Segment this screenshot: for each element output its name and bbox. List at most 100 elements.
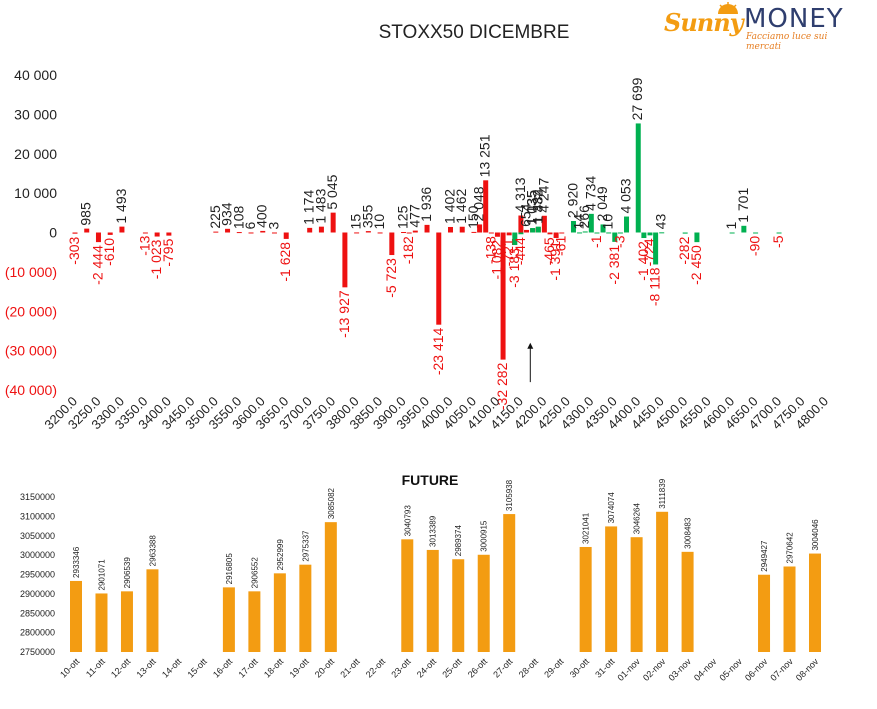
y-axis: 3150000 3100000 3050000 3000000 2950000 29000… — [20, 492, 55, 657]
future-bar — [426, 549, 439, 652]
data-label: -465 — [541, 237, 557, 265]
sunny-money-logo: Sunny MONEY Facciamo luce sui mercati — [664, 2, 864, 52]
future-bar — [95, 593, 108, 652]
data-label: 2 049 — [594, 186, 610, 221]
y-tick-label: 3100000 — [20, 511, 55, 521]
data-label: 3074074 — [607, 492, 616, 524]
bar-red — [424, 224, 430, 233]
data-label: 4 053 — [618, 178, 634, 213]
bar-green — [588, 213, 594, 233]
data-label: -1 082 — [488, 240, 504, 280]
data-label: 3111839 — [658, 478, 667, 509]
bar-green — [617, 232, 623, 234]
data-label: -3 183 — [506, 248, 522, 288]
data-label: -5 723 — [383, 258, 399, 298]
y-tick-label: 2750000 — [20, 647, 55, 657]
bar-red — [483, 180, 489, 233]
x-tick-label: 16-ott — [211, 656, 235, 680]
bar-green — [741, 225, 747, 233]
bar-green — [606, 232, 612, 234]
bar-red — [389, 232, 395, 256]
x-tick-label: 07-nov — [768, 656, 795, 683]
x-tick-label: 18-ott — [262, 656, 286, 680]
data-label: 477 — [406, 204, 422, 228]
data-label: 400 — [254, 204, 270, 228]
y-tick-label: 10 000 — [14, 185, 57, 201]
data-label: 266 — [576, 205, 592, 229]
logo-money-text: MONEY — [744, 4, 844, 34]
data-label: 3085082 — [327, 487, 336, 519]
data-label: 4 247 — [535, 178, 551, 213]
bar-red — [166, 232, 172, 236]
future-bar — [452, 559, 465, 652]
bar-green — [612, 232, 618, 242]
future-bar — [783, 566, 796, 652]
data-label: 2975337 — [301, 530, 310, 562]
x-tick-label: 02-nov — [641, 656, 668, 683]
future-bar — [630, 537, 643, 652]
y-tick-label: 0 — [49, 225, 57, 241]
data-label: -444 — [512, 237, 528, 265]
options-open-interest-chart: STOXX50 DICEMBRE 40 000 30 000 20 000 10 00… — [5, 22, 831, 432]
data-label: 1 332 — [529, 189, 545, 224]
future-bar — [401, 539, 414, 652]
y-tick-label: 2900000 — [20, 589, 55, 599]
y-tick-label: 2800000 — [20, 628, 55, 638]
data-label: 3021041 — [582, 512, 591, 544]
data-label: -5 — [770, 235, 786, 248]
data-label: 3008483 — [684, 517, 693, 549]
future-bar — [503, 514, 516, 652]
bar-red — [448, 226, 453, 233]
bar-green — [535, 226, 541, 233]
y-tick-label: (10 000) — [5, 264, 57, 280]
future-bar — [120, 591, 133, 652]
bar-red — [213, 231, 219, 233]
x-tick-label: 10-ott — [58, 656, 82, 680]
bar-red — [518, 215, 524, 233]
data-label: -1 628 — [277, 242, 293, 282]
y-tick-label: 3000000 — [20, 550, 55, 560]
data-label: 4 734 — [582, 176, 598, 211]
data-label: 3105938 — [505, 479, 514, 511]
data-label: 1 483 — [312, 188, 328, 223]
bar-red — [225, 228, 231, 233]
bar-red — [260, 230, 266, 233]
data-label: 1 — [723, 221, 739, 229]
data-label: 10 — [600, 214, 616, 230]
x-tick-label: 04-nov — [692, 656, 719, 683]
bar-green — [577, 232, 583, 234]
x-tick-label: 06-nov — [743, 656, 770, 683]
bar-red — [283, 232, 289, 239]
future-bar — [324, 522, 337, 652]
arrow-head — [527, 342, 534, 349]
data-label: 2963388 — [148, 535, 157, 567]
data-label: 3000915 — [480, 520, 489, 552]
data-label: 2906539 — [123, 557, 132, 589]
bar-red — [412, 230, 418, 233]
bar-red — [107, 232, 113, 235]
logo-tagline: Facciamo luce sui mercati — [746, 32, 828, 52]
data-label: -1 391 — [547, 241, 563, 281]
bar-red — [500, 232, 506, 360]
bar-red — [154, 232, 160, 237]
data-label: -138 — [482, 236, 498, 264]
data-label: 6 — [242, 221, 258, 229]
y-tick-label: 2850000 — [20, 608, 55, 618]
bar-red — [553, 232, 559, 238]
data-label: -795 — [160, 238, 176, 266]
bar-green — [653, 232, 659, 265]
bar-red — [95, 232, 101, 243]
chart-title: STOXX50 DICEMBRE — [379, 22, 570, 43]
logo-sunny-text: Sunny — [664, 8, 744, 37]
x-tick-label: 23-ott — [389, 656, 413, 680]
x-tick-label: 28-ott — [517, 656, 541, 680]
x-tick-label: 24-ott — [415, 656, 439, 680]
future-chart-title: FUTURE — [402, 472, 459, 488]
y-axis: 40 000 30 000 20 000 10 000 0 (10 000) (20 000… — [5, 67, 57, 398]
bar-red — [436, 232, 442, 325]
x-tick-label: 01-nov — [615, 656, 642, 683]
data-label: 1 493 — [113, 188, 129, 223]
data-label: -182 — [400, 236, 416, 264]
bar-red — [459, 226, 465, 233]
y-tick-label: 20 000 — [14, 146, 57, 162]
